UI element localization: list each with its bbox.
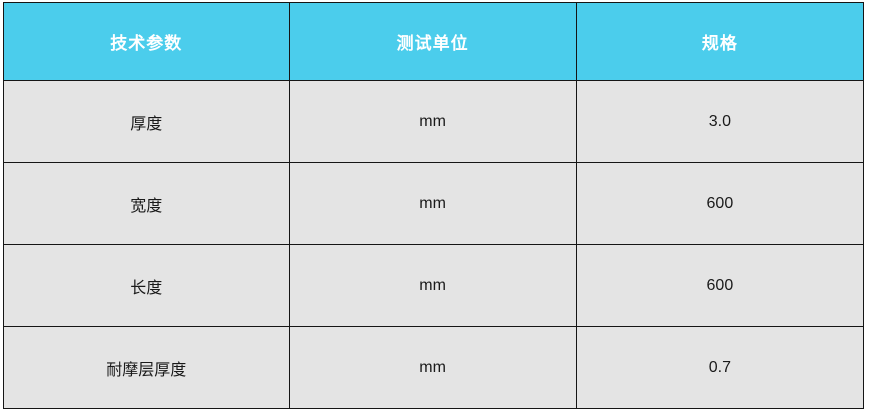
cell-value: 600 (575, 162, 865, 245)
table-header: 技术参数 测试单位 规格 (3, 2, 865, 81)
cell-parameter: 耐摩层厚度 (3, 326, 290, 409)
cell-parameter: 厚度 (3, 80, 290, 163)
header-test-unit: 测试单位 (288, 2, 577, 81)
cell-value: 600 (575, 244, 865, 327)
header-technical-parameter: 技术参数 (3, 2, 290, 81)
table-row: 厚度 mm 3.0 (3, 80, 865, 163)
cell-unit: mm (288, 244, 577, 327)
header-specification: 规格 (575, 2, 865, 81)
cell-value: 3.0 (575, 80, 865, 163)
cell-unit: mm (288, 162, 577, 245)
cell-unit: mm (288, 80, 577, 163)
cell-parameter: 宽度 (3, 162, 290, 245)
cell-value: 0.7 (575, 326, 865, 409)
cell-unit: mm (288, 326, 577, 409)
specification-table: 技术参数 测试单位 规格 厚度 mm 3.0 宽度 mm 600 长度 mm 6… (3, 2, 865, 409)
table-body: 厚度 mm 3.0 宽度 mm 600 长度 mm 600 耐摩层厚度 mm 0… (3, 80, 865, 409)
table-row: 宽度 mm 600 (3, 162, 865, 245)
table-row: 耐摩层厚度 mm 0.7 (3, 326, 865, 409)
table-row: 长度 mm 600 (3, 244, 865, 327)
table-header-row: 技术参数 测试单位 规格 (3, 2, 865, 81)
cell-parameter: 长度 (3, 244, 290, 327)
